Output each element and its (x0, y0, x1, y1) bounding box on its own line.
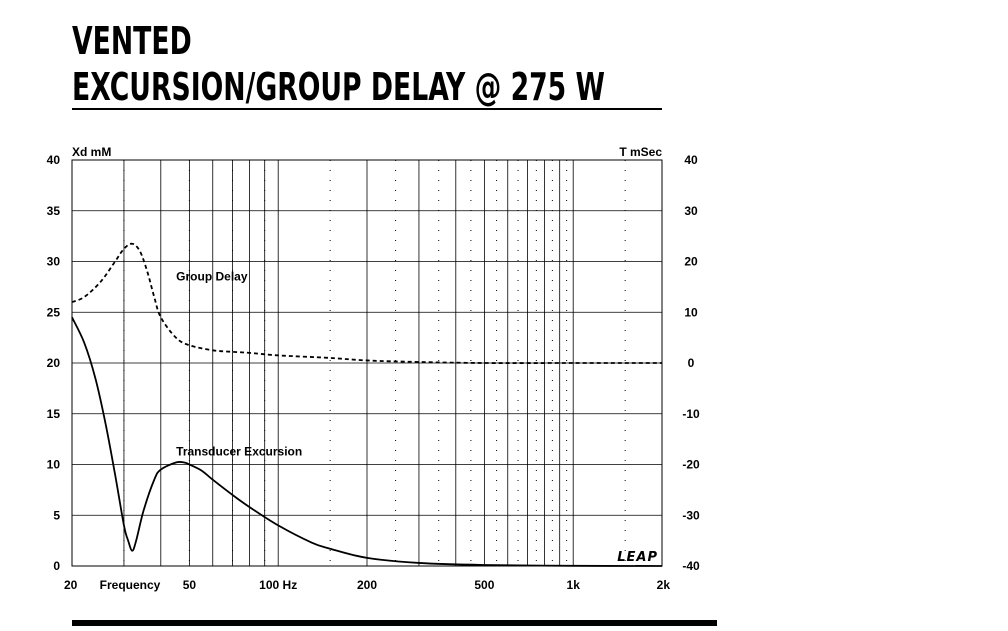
group-delay-annotation: Group Delay (176, 270, 248, 284)
chart-title: VENTED EXCURSION/GROUP DELAY @ 275 W (72, 18, 755, 110)
y-left-tick-label: 0 (53, 559, 60, 573)
y-right-tick-label: 40 (684, 153, 698, 167)
title-line-1: VENTED (72, 19, 192, 63)
transducer-excursion-annotation: Transducer Excursion (176, 444, 302, 458)
x-tick-label: 200 (357, 578, 377, 592)
group-delay-line (71, 242, 662, 364)
x-tick-label: 50 (183, 578, 197, 592)
y-left-tick-label: 30 (47, 255, 61, 269)
y-right-tick-label: -10 (682, 407, 700, 421)
title-line-2: EXCURSION/GROUP DELAY @ 275 W (72, 65, 605, 109)
x-tick-label: 20 (64, 578, 78, 592)
transducer-excursion-line (71, 316, 663, 567)
y-right-tick-label: 10 (684, 305, 698, 319)
y-right-tick-label: -20 (682, 458, 700, 472)
x-tick-label: 2k (657, 578, 671, 592)
bottom-rule (72, 620, 717, 626)
x-tick-label: 1k (567, 578, 581, 592)
y-right-tick-label: -30 (682, 508, 700, 522)
y-left-tick-label: 25 (47, 305, 61, 319)
y-right-tick-label: 20 (684, 255, 698, 269)
y-right-axis-label: T mSec (619, 145, 662, 159)
y-right-tick-label: 30 (684, 204, 698, 218)
y-left-tick-label: 15 (47, 407, 61, 421)
leap-logo: LEAP (617, 550, 658, 565)
y-left-tick-label: 5 (53, 508, 60, 522)
y-left-tick-label: 10 (47, 458, 61, 472)
y-right-tick-label: -40 (682, 559, 700, 573)
x-tick-label: 100 Hz (259, 578, 297, 592)
title-underline (72, 108, 662, 110)
x-axis-label: Frequency (100, 578, 161, 592)
y-left-tick-label: 35 (47, 204, 61, 218)
y-right-tick-label: 0 (688, 356, 695, 370)
y-left-tick-label: 40 (47, 153, 61, 167)
x-tick-label: 500 (474, 578, 494, 592)
y-left-axis-label: Xd mM (72, 145, 111, 159)
y-left-tick-label: 20 (47, 356, 61, 370)
